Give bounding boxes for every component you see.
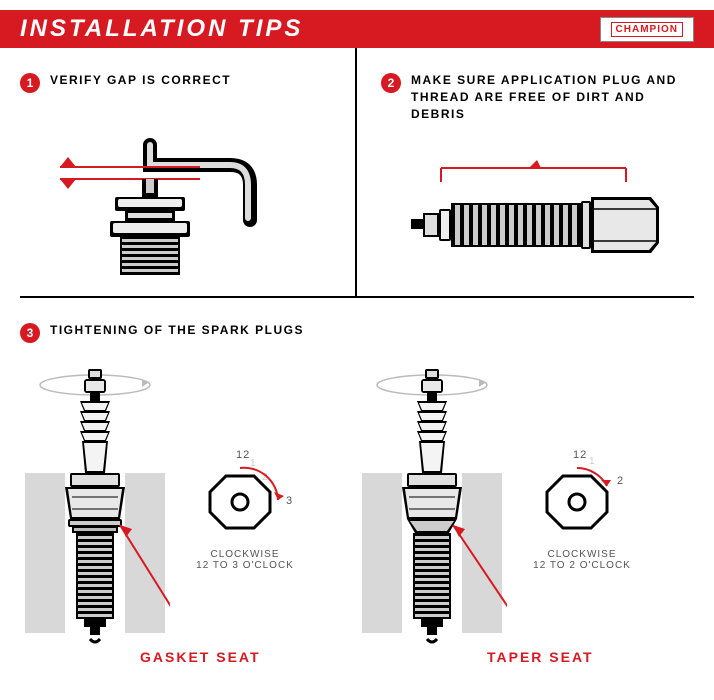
taper-plug-svg [357,363,507,653]
taper-seat-label: TAPER SEAT [487,649,594,665]
step-3-text: TIGHTENING OF THE SPARK PLUGS [50,322,304,339]
step-head-1: 1 VERIFY GAP IS CORRECT [20,72,343,93]
taper-clock: 12 2 1 CLOCKWISE 12 TO 2 O'CLOCK [527,446,637,571]
step-3-badge: 3 [20,323,40,343]
panel-verify-gap: 1 VERIFY GAP IS CORRECT [20,48,357,296]
gap-diagram [20,105,320,275]
gasket-clock: 12 3 1 2 CLOCKWISE 12 TO 3 O'CLOCK [190,446,300,571]
clock-3-label: 3 [286,495,293,507]
taper-clock-svg: 12 2 1 [527,446,637,546]
step-2-text: MAKE SURE APPLICATION PLUG AND THREAD AR… [411,72,682,122]
header-bar: INSTALLATION TIPS CHAMPION [0,0,714,48]
gasket-plug-svg [20,363,170,653]
step-1-text: VERIFY GAP IS CORRECT [50,72,231,89]
gasket-seat-col: 12 3 1 2 CLOCKWISE 12 TO 3 O'CLOCK GASKE… [20,363,357,653]
gasket-clock-text2: 12 TO 3 O'CLOCK [190,560,300,571]
clock-2-label-r: 2 [617,475,624,487]
panel-clean-thread: 2 MAKE SURE APPLICATION PLUG AND THREAD … [357,48,694,296]
step-1-badge: 1 [20,73,40,93]
taper-clock-text2: 12 TO 2 O'CLOCK [527,560,637,571]
taper-seat-col: 12 2 1 CLOCKWISE 12 TO 2 O'CLOCK TAPER S… [357,363,694,653]
clock-12-label: 12 [236,449,250,461]
bottom-diagrams: 12 3 1 2 CLOCKWISE 12 TO 3 O'CLOCK GASKE… [20,363,694,653]
panel-tightening: 3 TIGHTENING OF THE SPARK PLUGS [0,298,714,677]
brand-badge: CHAMPION [600,17,694,42]
svg-text:1: 1 [589,456,596,467]
gasket-clock-svg: 12 3 1 2 [190,446,300,546]
brand-text: CHAMPION [611,22,683,37]
gasket-seat-label: GASKET SEAT [140,649,261,665]
top-row: 1 VERIFY GAP IS CORRECT [20,48,694,298]
thread-diagram [381,134,691,294]
taper-clock-text1: CLOCKWISE [527,549,637,560]
step-head-2: 2 MAKE SURE APPLICATION PLUG AND THREAD … [381,72,682,122]
gasket-clock-text1: CLOCKWISE [190,549,300,560]
clock-12-label-r: 12 [573,449,587,461]
step-2-badge: 2 [381,73,401,93]
step-head-3: 3 TIGHTENING OF THE SPARK PLUGS [20,322,694,343]
header-title: INSTALLATION TIPS [20,15,303,43]
